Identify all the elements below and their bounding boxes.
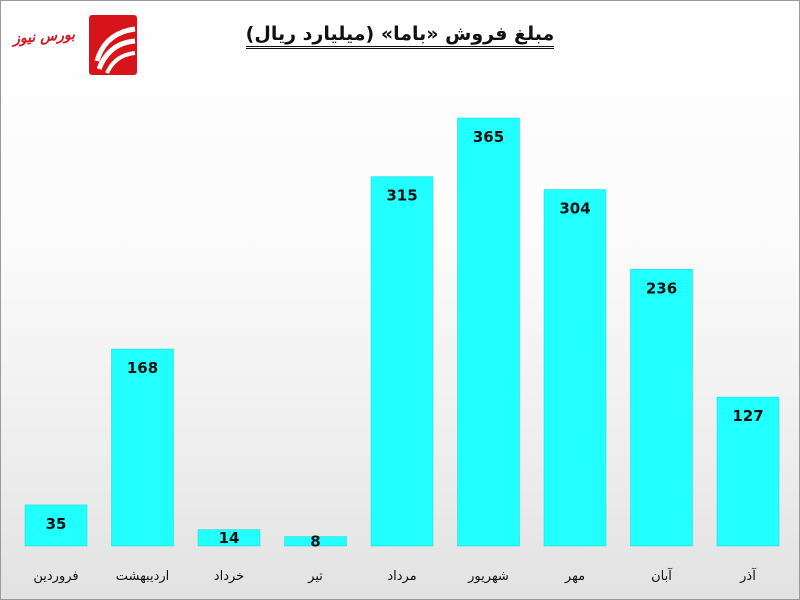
bar-value-label: 236 [646,279,677,297]
logo-mark-icon [89,15,137,75]
category-label: خرداد [214,569,244,584]
category-label: مهر [564,569,585,584]
bar-7 [543,189,607,547]
bourse-news-logo: بورس نیوز [7,9,143,81]
bar-value-label: 365 [473,128,504,146]
category-label: آبان [651,567,673,584]
bar-value-label: 168 [127,359,158,377]
bar-6 [457,117,520,547]
bar-value-label: 315 [386,187,417,205]
bar-value-label: 35 [46,515,67,533]
bar-2 [111,348,174,547]
bar-8 [630,269,693,547]
bar-5 [370,176,434,547]
bar-value-label: 304 [559,200,590,218]
bar-9 [716,396,780,547]
bar-4 [284,536,347,547]
bar-value-label: 127 [732,407,763,425]
category-label: اردیبهشت [116,569,170,584]
chart-title-text: مبلغ فروش «باما» (میلیارد ریال) [245,23,555,49]
category-label: فروردین [33,569,78,584]
bar-value-label: 14 [219,529,240,547]
bar-1 [24,504,88,547]
category-label: شهریور [467,569,509,584]
category-label: تیر [307,569,323,584]
category-label: مرداد [387,569,416,584]
chart-title: مبلغ فروش «باما» (میلیارد ریال) [1,23,799,49]
bar-value-label: 8 [310,532,320,550]
category-label: آذر [739,567,757,584]
bar-3 [197,529,261,547]
